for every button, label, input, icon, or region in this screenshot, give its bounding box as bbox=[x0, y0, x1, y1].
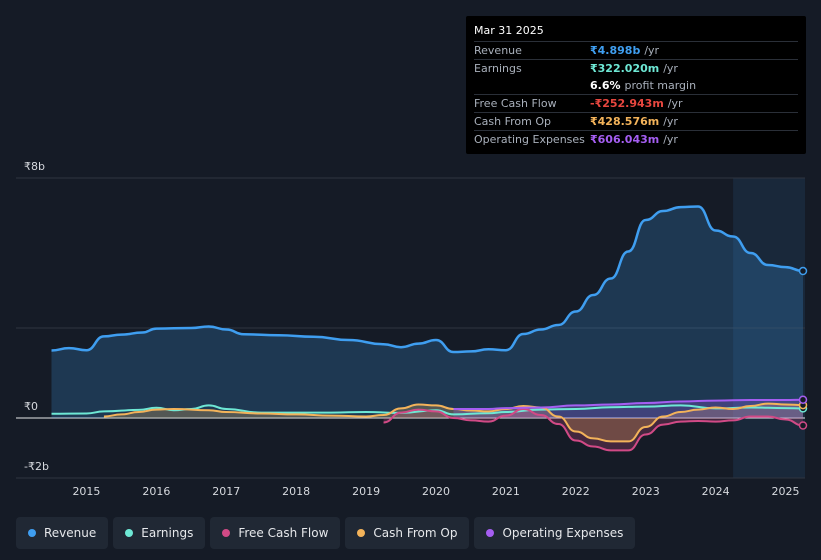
tooltip: Mar 31 2025 Revenue ₹4.898b /yr Earnings… bbox=[466, 16, 806, 154]
legend-item-earnings[interactable]: Earnings bbox=[113, 517, 206, 549]
tooltip-label: Earnings bbox=[474, 62, 522, 75]
tooltip-label: Revenue bbox=[474, 44, 522, 57]
x-tick-label: 2017 bbox=[212, 485, 240, 498]
legend-label: Cash From Op bbox=[373, 526, 458, 540]
legend-label: Revenue bbox=[44, 526, 97, 540]
tooltip-row-profit-margin: 6.6% profit margin bbox=[474, 77, 798, 94]
y-tick-label: -₹2b bbox=[24, 460, 49, 473]
gridlines bbox=[16, 177, 805, 479]
tooltip-value: -₹252.943m bbox=[590, 97, 664, 110]
series-endpoints bbox=[798, 266, 808, 430]
chart-area: ₹8b₹0-₹2b 2015 2016 2017 2018 2019 2020 2021 20… bbox=[16, 160, 808, 498]
legend-item-revenue[interactable]: Revenue bbox=[16, 517, 109, 549]
x-tick-label: 2021 bbox=[492, 485, 520, 498]
tooltip-date: Mar 31 2025 bbox=[474, 24, 544, 37]
x-tick-label: 2019 bbox=[352, 485, 380, 498]
y-axis: ₹8b ₹0 -₹2b bbox=[24, 160, 49, 473]
tooltip-row-operating-expenses: Operating Expenses ₹606.043m /yr bbox=[474, 130, 798, 148]
tooltip-unit: profit margin bbox=[624, 79, 697, 92]
x-tick-label: 2016 bbox=[142, 485, 170, 498]
legend-item-free-cash-flow[interactable]: Free Cash Flow bbox=[210, 517, 341, 549]
cash-from-op-area bbox=[103, 403, 804, 442]
tooltip-label: Free Cash Flow bbox=[474, 97, 557, 110]
legend-dot bbox=[222, 529, 231, 537]
tooltip-unit: /yr bbox=[667, 97, 683, 110]
y-tick-label: ₹0 bbox=[24, 400, 38, 413]
tooltip-value: ₹322.020m bbox=[590, 62, 660, 75]
tooltip-unit: /yr bbox=[663, 115, 678, 128]
tooltip-value: ₹4.898b bbox=[590, 44, 641, 57]
legend-item-operating-expenses[interactable]: Operating Expenses bbox=[474, 517, 636, 549]
tooltip-value: ₹606.043m bbox=[590, 133, 660, 146]
x-tick-label: 2023 bbox=[632, 485, 660, 498]
legend-dot bbox=[357, 529, 366, 537]
tooltip-value: ₹428.576m bbox=[590, 115, 660, 128]
series-areas bbox=[51, 206, 804, 451]
operating-expenses-line bbox=[453, 398, 804, 410]
tooltip-label: Operating Expenses bbox=[474, 133, 585, 146]
x-tick-label: 2024 bbox=[702, 485, 730, 498]
legend-dot bbox=[125, 529, 134, 537]
tooltip-row-earnings: Earnings ₹322.020m /yr bbox=[474, 59, 798, 77]
legend-label: Free Cash Flow bbox=[238, 526, 329, 540]
y-tick-label: ₹8b bbox=[24, 160, 45, 173]
cash-from-op-line bbox=[103, 402, 804, 443]
legend-label: Earnings bbox=[141, 526, 194, 540]
tooltip-unit: /yr bbox=[644, 44, 660, 57]
x-tick-label: 2022 bbox=[562, 485, 590, 498]
free-cash-flow-line bbox=[383, 408, 804, 452]
revenue-endpoint bbox=[798, 266, 808, 276]
x-tick-label: 2018 bbox=[282, 485, 310, 498]
tooltip-value: 6.6% bbox=[590, 79, 621, 92]
free-cash-flow-endpoint bbox=[798, 421, 808, 430]
x-tick-label: 2020 bbox=[422, 485, 450, 498]
tooltip-label: Cash From Op bbox=[474, 115, 552, 128]
free-cash-flow-area bbox=[383, 409, 803, 451]
x-axis: 2015 2016 2017 2018 2019 2020 2021 2022 2023 2024… bbox=[72, 485, 799, 498]
revenue-area bbox=[51, 206, 804, 418]
tooltip-unit: /yr bbox=[663, 62, 678, 75]
legend: Revenue Earnings Free Cash Flow Cash Fro… bbox=[16, 517, 636, 549]
legend-dot bbox=[28, 529, 36, 537]
legend-item-cash-from-op[interactable]: Cash From Op bbox=[345, 517, 470, 549]
series-lines bbox=[51, 205, 804, 452]
tooltip-unit: /yr bbox=[663, 133, 678, 146]
x-tick-label: 2015 bbox=[72, 485, 100, 498]
operating-expenses-endpoint bbox=[798, 395, 808, 404]
revenue-line bbox=[51, 205, 804, 354]
legend-dot bbox=[486, 529, 495, 537]
tooltip-row-revenue: Revenue ₹4.898b /yr bbox=[474, 41, 798, 59]
legend-label: Operating Expenses bbox=[502, 526, 624, 540]
earnings-line bbox=[51, 404, 804, 416]
tooltip-row-free-cash-flow: Free Cash Flow -₹252.943m /yr bbox=[474, 94, 798, 112]
tooltip-row-cash-from-op: Cash From Op ₹428.576m /yr bbox=[474, 112, 798, 130]
x-tick-label: 2025 bbox=[772, 485, 800, 498]
operating-expenses-area bbox=[453, 399, 803, 418]
